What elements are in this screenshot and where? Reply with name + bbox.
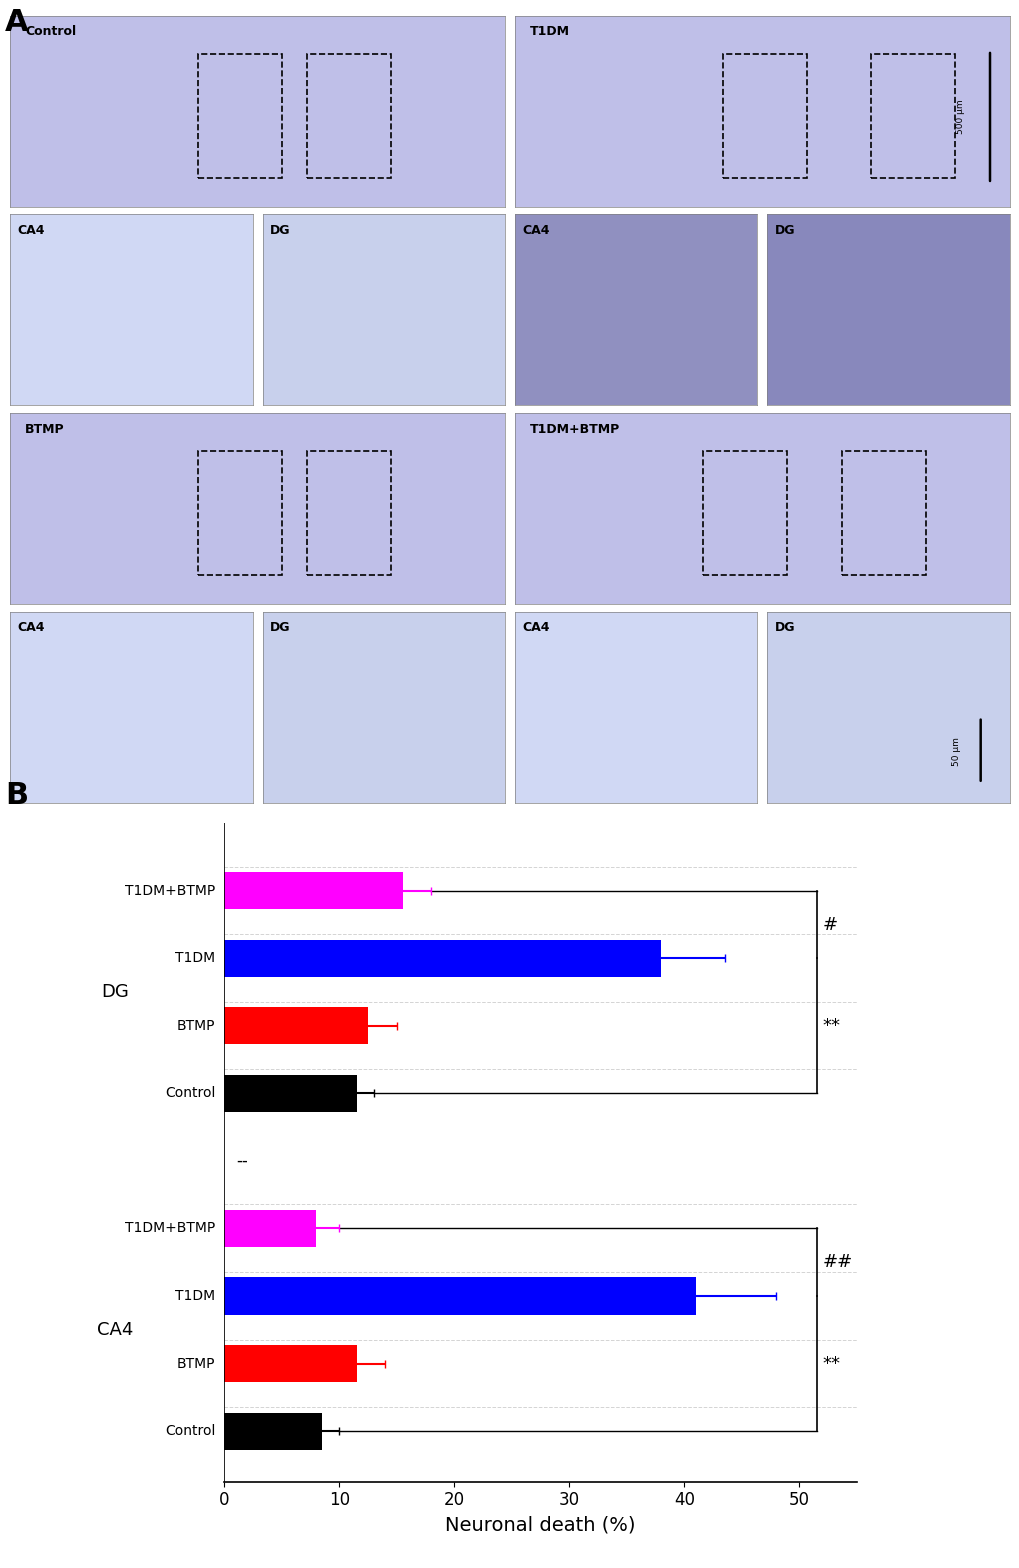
Bar: [224, 1413, 322, 1450]
Text: T1DM+BTMP: T1DM+BTMP: [125, 1221, 215, 1236]
Text: Control: Control: [165, 1424, 215, 1438]
Text: B: B: [5, 781, 29, 809]
Text: CA4: CA4: [522, 224, 549, 237]
Text: A: A: [5, 8, 29, 36]
Text: T1DM: T1DM: [175, 1289, 215, 1303]
Text: CA4: CA4: [522, 621, 549, 635]
Text: CA4: CA4: [17, 621, 45, 635]
Bar: [224, 1345, 357, 1381]
Text: CA4: CA4: [97, 1320, 133, 1339]
Text: DG: DG: [101, 983, 129, 1000]
Bar: [224, 939, 660, 977]
Bar: [307, 53, 391, 179]
Text: --: --: [235, 1152, 248, 1170]
Text: DG: DG: [270, 224, 290, 237]
X-axis label: Neuronal death (%): Neuronal death (%): [445, 1515, 635, 1534]
Text: Control: Control: [25, 25, 76, 38]
Text: CA4: CA4: [17, 224, 45, 237]
Bar: [224, 1278, 695, 1314]
Text: **: **: [821, 1016, 840, 1035]
Bar: [702, 452, 787, 575]
Bar: [841, 452, 925, 575]
Bar: [224, 1007, 368, 1044]
Bar: [198, 452, 282, 575]
Text: T1DM: T1DM: [529, 25, 570, 38]
Text: T1DM+BTMP: T1DM+BTMP: [125, 884, 215, 898]
Text: **: **: [821, 1355, 840, 1372]
Text: 50 μm: 50 μm: [951, 737, 960, 765]
Bar: [224, 1210, 316, 1247]
Text: T1DM: T1DM: [175, 952, 215, 966]
Text: #: #: [821, 916, 837, 933]
Text: ##: ##: [821, 1253, 852, 1272]
Bar: [307, 452, 391, 575]
Bar: [722, 53, 806, 179]
Text: Control: Control: [165, 1087, 215, 1101]
Text: BTMP: BTMP: [176, 1356, 215, 1370]
Bar: [870, 53, 955, 179]
Text: 500 μm: 500 μm: [955, 100, 964, 135]
Bar: [224, 872, 403, 909]
Bar: [198, 53, 282, 179]
Text: T1DM+BTMP: T1DM+BTMP: [529, 423, 620, 436]
Text: BTMP: BTMP: [25, 423, 64, 436]
Text: DG: DG: [773, 224, 794, 237]
Text: BTMP: BTMP: [176, 1019, 215, 1033]
Text: DG: DG: [773, 621, 794, 635]
Text: DG: DG: [270, 621, 290, 635]
Bar: [224, 1074, 357, 1112]
